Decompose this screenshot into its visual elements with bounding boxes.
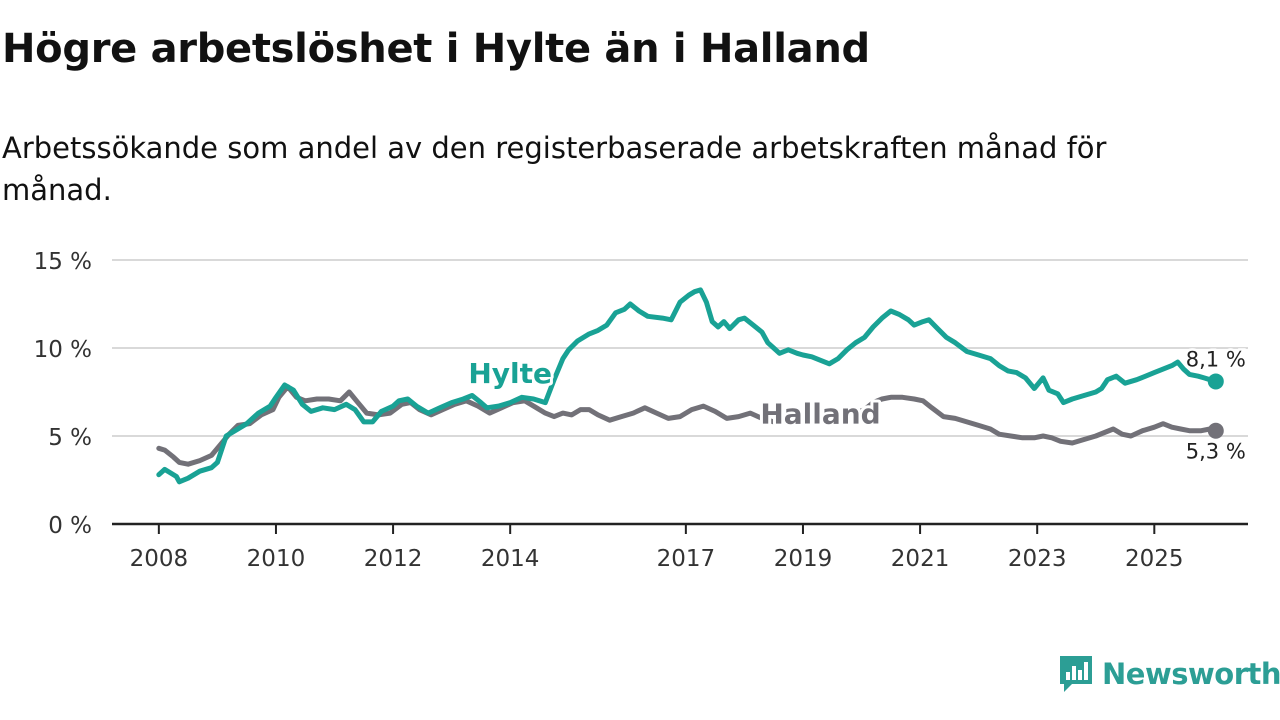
- newsworthy-logo: Newsworthy: [1058, 654, 1280, 694]
- series-label-halland: Halland: [760, 398, 880, 431]
- end-point-hylte: [1207, 373, 1224, 390]
- series-labels: Hylte Halland 8,1 % 5,3 %: [465, 345, 1248, 466]
- y-tick-label: 0 %: [48, 513, 92, 539]
- x-axis-ticks: 2008 2010 2012 2014 2017 2019 2021 2023 2025: [130, 524, 1184, 572]
- chart-subtitle: Arbetssökande som andel av den registerb…: [2, 131, 1107, 207]
- line-chart: 0 %5 %10 %15 % 2008 2010 2012 2014 2017 2019 2…: [34, 249, 1249, 572]
- end-value-label-hylte: 8,1 %: [1186, 347, 1246, 371]
- series-label-hylte: Hylte: [468, 357, 552, 390]
- x-tick-label: 2019: [774, 546, 833, 572]
- gridlines: [112, 259, 1248, 526]
- y-tick-label: 15 %: [34, 249, 92, 275]
- newsworthy-logo-text: Newsworthy: [1102, 657, 1280, 691]
- end-point-halland: [1207, 422, 1224, 439]
- x-tick-label: 2021: [891, 546, 950, 572]
- series-lines: [156, 287, 1219, 485]
- x-tick-label: 2008: [130, 546, 189, 572]
- series-line-hylte: [156, 287, 1219, 485]
- end-value-label-halland: 5,3 %: [1186, 440, 1246, 464]
- x-tick-label: 2023: [1008, 546, 1067, 572]
- series-line-halland: [156, 384, 1219, 467]
- x-tick-label: 2010: [247, 546, 306, 572]
- x-tick-label: 2017: [657, 546, 716, 572]
- y-axis-ticks: 0 % 5 % 10 % 15 %: [34, 249, 92, 539]
- x-tick-label: 2012: [364, 546, 423, 572]
- x-tick-label: 2014: [481, 546, 540, 572]
- newsworthy-logo-icon: [1060, 656, 1092, 692]
- y-tick-label: 10 %: [34, 337, 92, 363]
- x-tick-label: 2025: [1125, 546, 1184, 572]
- chart-title: Högre arbetslöshet i Hylte än i Halland: [2, 26, 870, 72]
- y-tick-label: 5 %: [48, 425, 92, 451]
